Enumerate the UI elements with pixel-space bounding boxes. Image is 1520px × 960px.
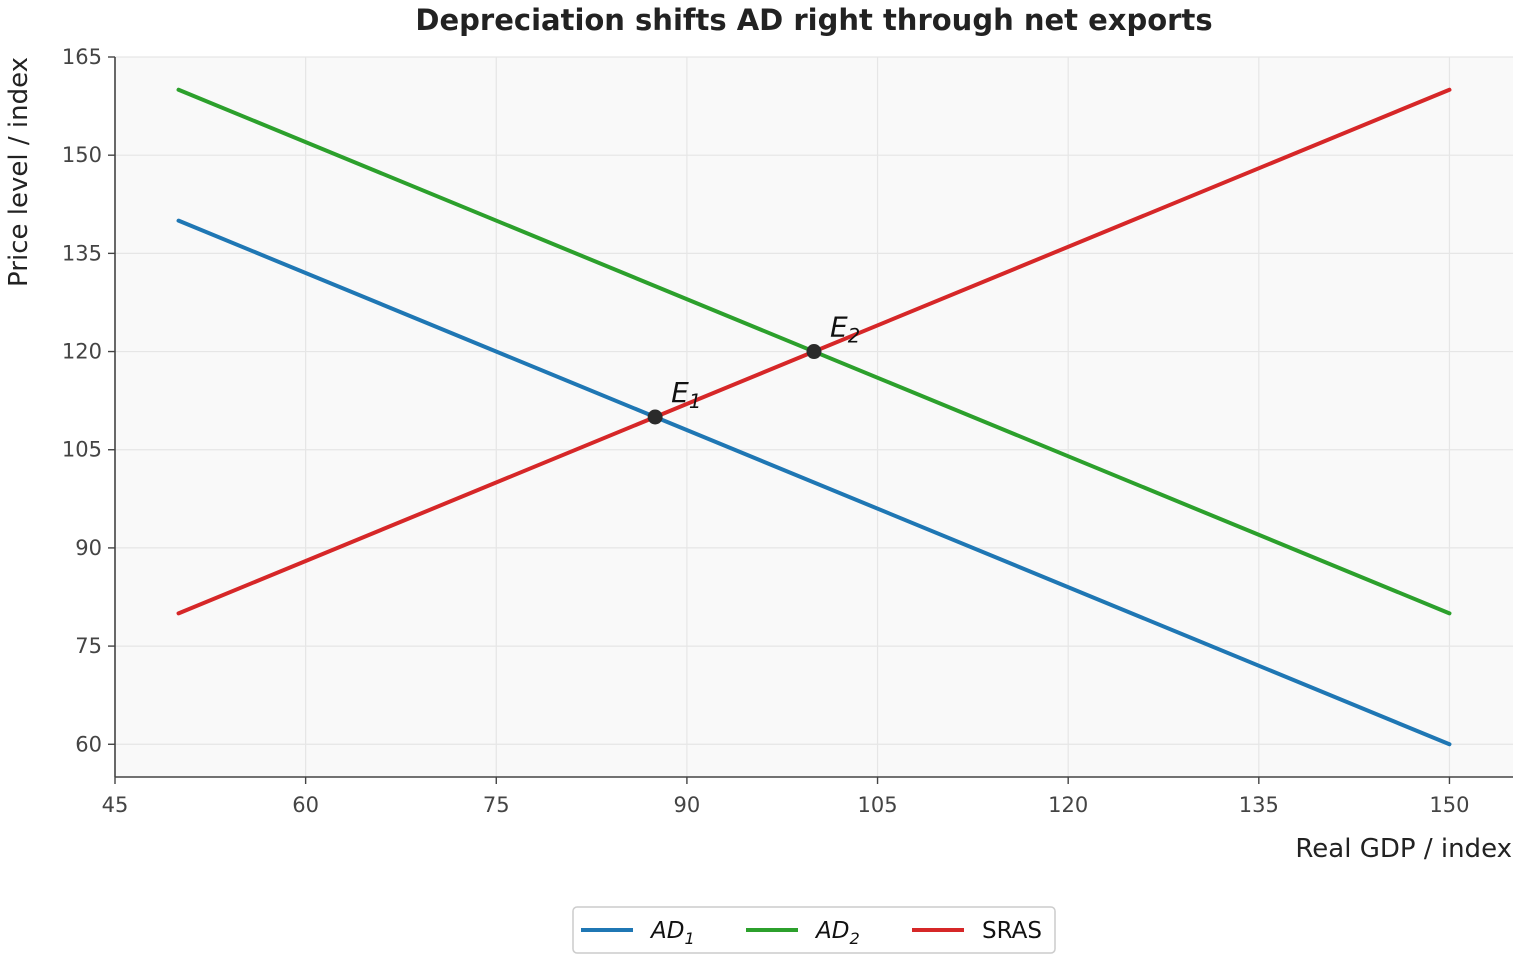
x-tick-label: 45 bbox=[102, 793, 129, 817]
label-subscript: 1 bbox=[689, 390, 701, 413]
y-tick-label: 90 bbox=[75, 536, 102, 560]
x-tick-label: 105 bbox=[857, 793, 897, 817]
y-tick-label: 165 bbox=[62, 45, 102, 69]
y-tick-label: 75 bbox=[75, 634, 102, 658]
equilibrium-point-e1 bbox=[647, 409, 663, 425]
equilibrium-point-e2 bbox=[806, 344, 822, 360]
y-tick-label: 150 bbox=[62, 143, 102, 167]
legend-label: AD1 bbox=[649, 918, 695, 948]
x-ticks: 45 60 75 90 105 120 135 150 bbox=[102, 777, 1470, 817]
legend-frame bbox=[572, 906, 1056, 954]
x-tick-label: 120 bbox=[1048, 793, 1088, 817]
legend: AD1 AD2 SRAS bbox=[572, 906, 1056, 954]
legend-label: SRAS bbox=[982, 918, 1042, 944]
y-tick-label: 135 bbox=[62, 241, 102, 265]
equilibrium-label: E2 bbox=[830, 311, 860, 348]
x-tick-label: 60 bbox=[292, 793, 319, 817]
x-axis-label: Real GDP / index bbox=[1295, 834, 1512, 864]
series-line-ad1 bbox=[176, 218, 1452, 747]
chart-title: Depreciation shifts AD right through net… bbox=[415, 3, 1212, 37]
label-main: E bbox=[830, 311, 848, 344]
x-tick-label: 75 bbox=[483, 793, 510, 817]
x-tick-label: 90 bbox=[674, 793, 701, 817]
equilibrium-label: E1 bbox=[671, 376, 701, 413]
label-subscript: 2 bbox=[849, 929, 859, 948]
y-tick-label: 105 bbox=[62, 438, 102, 462]
label-main: AD bbox=[649, 918, 684, 944]
label-main: AD bbox=[814, 918, 849, 944]
label-main: SRAS bbox=[982, 918, 1042, 944]
axes bbox=[114, 57, 1513, 778]
x-tick-label: 150 bbox=[1429, 793, 1469, 817]
y-ticks: 60 75 90 105 120 135 150 165 bbox=[62, 45, 115, 756]
plot-background bbox=[115, 57, 1513, 777]
label-main: E bbox=[671, 376, 689, 409]
y-tick-label: 60 bbox=[75, 732, 102, 756]
x-tick-label: 135 bbox=[1239, 793, 1279, 817]
legend-label: AD2 bbox=[814, 918, 860, 948]
label-subscript: 2 bbox=[848, 325, 860, 348]
y-tick-label: 120 bbox=[62, 340, 102, 364]
y-axis-label: Price level / index bbox=[4, 57, 34, 287]
label-subscript: 1 bbox=[684, 929, 694, 948]
